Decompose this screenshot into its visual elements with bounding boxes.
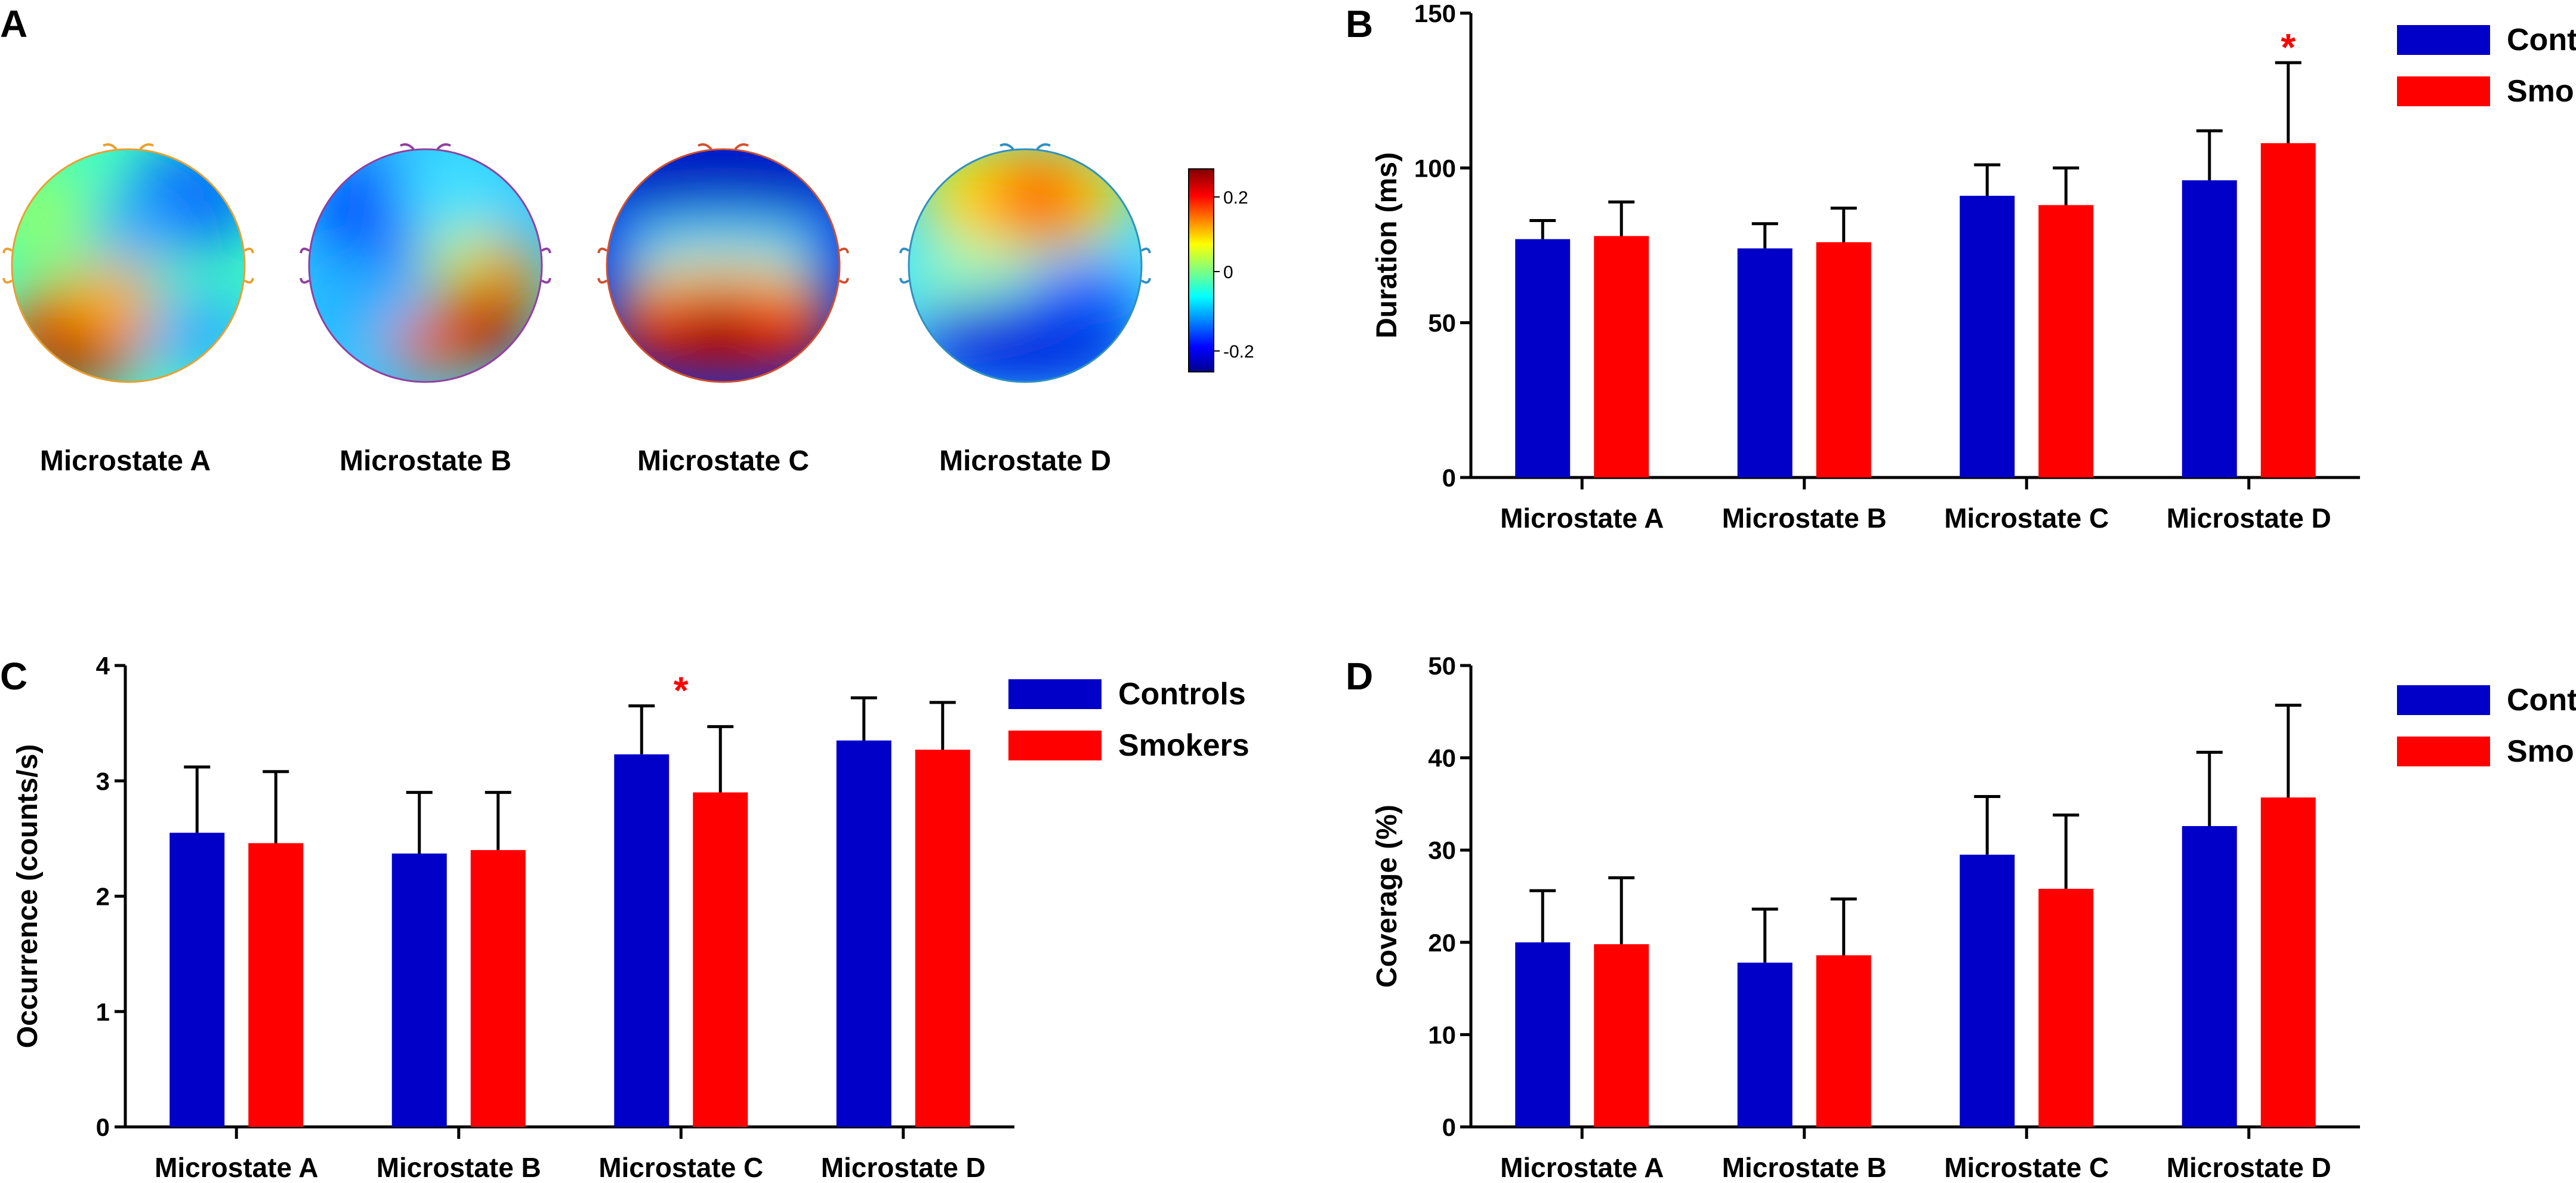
c-legend-swatch-controls	[1008, 679, 1102, 709]
b-y-tick-label: 0	[1442, 464, 1456, 492]
b-y-tick-label: 50	[1428, 309, 1456, 337]
b-bar-smokers-3	[2260, 143, 2316, 478]
topomap-d	[899, 143, 1151, 383]
d-y-tick-label: 40	[1428, 744, 1456, 772]
b-category-label: Microstate C	[1944, 503, 2109, 534]
d-y-tick-label: 20	[1428, 929, 1456, 957]
c-bar-smokers-3	[915, 750, 970, 1127]
panel-letter-b: B	[1346, 2, 1373, 45]
b-bar-smokers-0	[1594, 236, 1649, 477]
c-y-axis-title: Occurrence (counts/s)	[12, 744, 44, 1048]
b-category-label: Microstate A	[1500, 503, 1664, 534]
d-category-label: Microstate A	[1500, 1152, 1664, 1183]
d-bar-controls-1	[1737, 962, 1793, 1127]
d-legend-label-smokers: Smokers	[2507, 734, 2576, 769]
b-bar-controls-3	[2182, 180, 2237, 477]
d-legend-swatch-controls	[2397, 685, 2490, 715]
c-category-label: Microstate D	[821, 1152, 986, 1183]
b-legend-label-smokers: Smokers	[2507, 74, 2576, 109]
topomap-label-c: Microstate C	[637, 445, 809, 477]
c-legend-label-smokers: Smokers	[1118, 728, 1250, 763]
d-y-tick-label: 0	[1442, 1113, 1456, 1141]
d-bar-smokers-2	[2038, 889, 2094, 1127]
d-bar-smokers-3	[2260, 797, 2316, 1127]
colorbar-max-label: 0.2	[1223, 188, 1248, 208]
topomap-label-b: Microstate B	[340, 445, 511, 477]
coverage-chart: 0 10 20 30 40 50 Coverage (%) Microstate A Micro…	[1371, 652, 2576, 1183]
panel-letter-c: C	[0, 655, 27, 698]
occurrence-chart: 0 1 2 3 4 Occurrence (counts/s) Microstate A Mi…	[12, 652, 1250, 1183]
c-bar-controls-2	[614, 754, 670, 1127]
b-significance-marker: *	[2281, 26, 2296, 69]
b-y-tick-label: 150	[1414, 0, 1456, 27]
d-y-tick-label: 10	[1428, 1021, 1456, 1049]
c-category-label: Microstate A	[155, 1152, 318, 1183]
b-legend-swatch-smokers	[2397, 76, 2490, 106]
colorbar-mid-label: 0	[1223, 263, 1233, 282]
c-significance-marker: *	[674, 669, 689, 712]
c-y-tick-label: 2	[96, 883, 110, 911]
c-y-tick-label: 3	[96, 767, 110, 795]
c-legend-label-controls: Controls	[1118, 677, 1246, 711]
panel-letter-d: D	[1346, 655, 1373, 698]
d-category-label: Microstate C	[1944, 1152, 2109, 1183]
c-bar-controls-0	[169, 833, 225, 1127]
b-bar-smokers-2	[2038, 205, 2094, 477]
d-legend-label-controls: Controls	[2507, 683, 2576, 717]
d-bar-controls-3	[2182, 826, 2237, 1127]
topomap-c	[597, 143, 849, 383]
colorbar: 0.2 0 -0.2	[1188, 168, 1254, 372]
d-y-axis-title: Coverage (%)	[1371, 805, 1403, 988]
duration-chart: 0 50 100 150 Duration (ms) Microstate A Micros…	[1371, 0, 2576, 534]
topomap-label-a: Microstate A	[40, 445, 211, 477]
c-category-label: Microstate B	[377, 1152, 541, 1183]
d-bar-smokers-0	[1594, 944, 1649, 1127]
topomap-label-d: Microstate D	[939, 445, 1111, 477]
d-bar-smokers-1	[1816, 955, 1871, 1127]
panel-letter-a: A	[0, 2, 27, 45]
c-category-label: Microstate C	[599, 1152, 763, 1183]
b-legend-label-controls: Controls	[2507, 23, 2576, 57]
d-legend-swatch-smokers	[2397, 737, 2490, 766]
c-bar-smokers-2	[693, 792, 748, 1127]
d-category-label: Microstate B	[1722, 1152, 1887, 1183]
b-bar-smokers-1	[1816, 242, 1871, 477]
topomap-b	[300, 143, 551, 383]
c-y-tick-label: 1	[96, 998, 110, 1026]
b-bar-controls-1	[1737, 248, 1793, 477]
b-legend-swatch-controls	[2397, 25, 2490, 55]
c-legend-swatch-smokers	[1008, 731, 1102, 760]
d-category-label: Microstate D	[2167, 1152, 2331, 1183]
b-y-axis-title: Duration (ms)	[1371, 152, 1403, 338]
d-y-tick-label: 50	[1428, 652, 1456, 680]
b-category-label: Microstate D	[2167, 503, 2331, 534]
d-bar-controls-2	[1960, 854, 2015, 1127]
c-bar-smokers-0	[248, 843, 304, 1127]
c-y-tick-label: 4	[96, 652, 110, 680]
b-bar-controls-2	[1960, 196, 2015, 477]
c-bar-controls-3	[836, 740, 891, 1127]
b-category-label: Microstate B	[1722, 503, 1887, 534]
c-bar-smokers-1	[470, 850, 526, 1127]
b-y-tick-label: 100	[1414, 154, 1456, 182]
c-bar-controls-1	[391, 853, 447, 1127]
d-bar-controls-0	[1515, 942, 1571, 1127]
topomap-a	[2, 143, 254, 383]
c-y-tick-label: 0	[96, 1113, 110, 1141]
colorbar-min-label: -0.2	[1223, 342, 1254, 362]
d-y-tick-label: 30	[1428, 836, 1456, 864]
b-bar-controls-0	[1515, 239, 1571, 477]
